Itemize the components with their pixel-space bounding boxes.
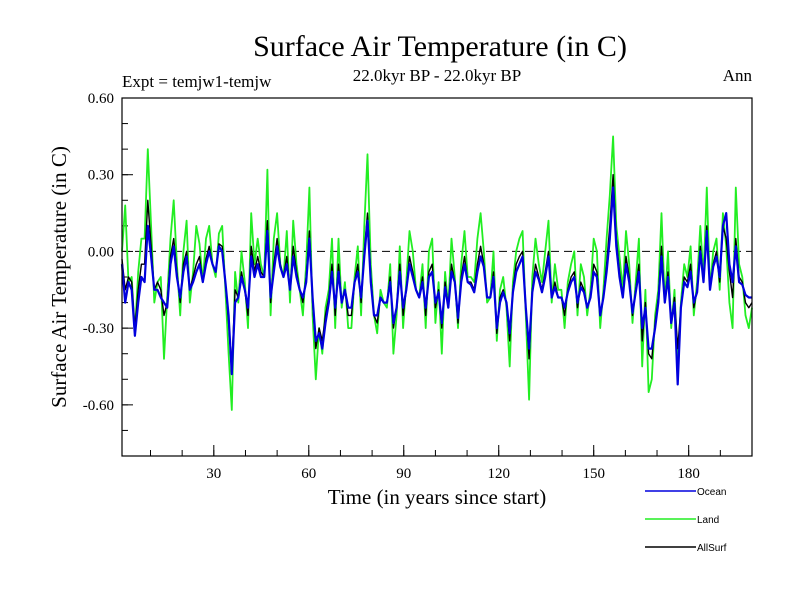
x-tick-label: 180 — [677, 466, 700, 482]
experiment-label: Expt = temjw1-temjw — [122, 72, 272, 91]
series-group — [120, 135, 753, 411]
chart-subtitle: 22.0kyr BP - 22.0kyr BP — [353, 66, 521, 85]
legend-label-land: Land — [697, 515, 719, 526]
y-tick-label: -0.60 — [83, 398, 114, 414]
x-axis-label: Time (in years since start) — [328, 485, 547, 509]
x-tick-label: 30 — [206, 466, 221, 482]
series-line-land — [121, 135, 753, 411]
y-tick-label: 0.00 — [88, 244, 114, 260]
chart-title: Surface Air Temperature (in C) — [253, 30, 627, 63]
y-tick-label: 0.60 — [88, 91, 114, 107]
plot-frame — [121, 97, 753, 457]
x-tick-label: 150 — [582, 466, 605, 482]
x-tick-label: 60 — [301, 466, 316, 482]
y-axis: 0.60 0.30 0.00 -0.30 -0.60 — [83, 91, 133, 457]
y-tick-label: 0.30 — [88, 168, 114, 184]
season-label: Ann — [723, 66, 753, 85]
legend-label-allsurf: AllSurf — [697, 543, 727, 554]
series-line-ocean — [120, 186, 752, 386]
legend: Ocean Land AllSurf — [645, 487, 727, 554]
y-axis-label: Surface Air Temperature (in C) — [47, 146, 71, 408]
x-tick-label: 120 — [487, 466, 510, 482]
y-tick-label: -0.30 — [83, 321, 114, 337]
x-tick-label: 90 — [396, 466, 411, 482]
legend-label-ocean: Ocean — [697, 487, 726, 498]
x-axis: 30 60 90 120 150 180 — [149, 445, 753, 482]
